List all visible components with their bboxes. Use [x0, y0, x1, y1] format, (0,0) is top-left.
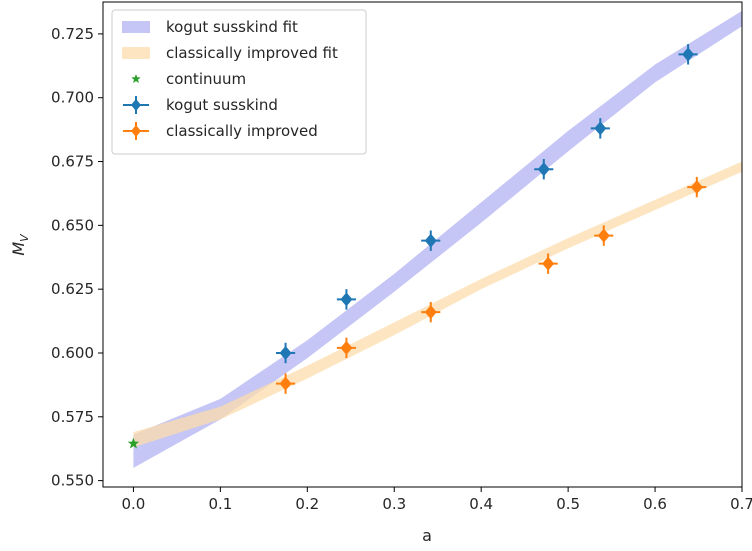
legend-label-3: kogut susskind	[166, 96, 278, 114]
data-point-4-2	[424, 305, 437, 320]
x-tick-label-3: 0.3	[382, 495, 406, 513]
y-tick-label-7: 0.725	[51, 25, 94, 43]
legend-swatch-1	[122, 47, 150, 59]
plot-area	[127, 10, 742, 468]
data-point-4-0	[279, 376, 292, 391]
x-tick-label-2: 0.2	[295, 495, 319, 513]
data-point-4-4	[597, 228, 610, 243]
y-axis-label-main: M	[9, 242, 28, 256]
data-point-4-1	[340, 340, 353, 355]
data-point-3-2	[424, 233, 437, 248]
data-point-3-1	[340, 292, 353, 307]
legend-swatch-marker-4	[131, 125, 141, 137]
x-axis: 0.0 0.1 0.2 0.3 0.4 0.5 0.6 0.7	[121, 487, 752, 513]
data-point-4-5	[690, 180, 703, 195]
y-tick-label-3: 0.625	[51, 280, 94, 298]
plot-marks	[127, 10, 742, 468]
axes-frame	[102, 1, 743, 488]
legend-swatch-marker-3	[131, 99, 141, 111]
y-tick-label-0: 0.550	[51, 472, 94, 490]
y-axis-label: MV	[9, 233, 31, 256]
x-tick-label-7: 0.7	[730, 495, 752, 513]
y-tick-label-4: 0.650	[51, 216, 94, 234]
y-tick-label-1: 0.575	[51, 408, 94, 426]
data-point-3-3	[537, 162, 550, 177]
x-tick-label-4: 0.4	[469, 495, 493, 513]
x-tick-label-6: 0.6	[643, 495, 667, 513]
data-point-4-3	[542, 256, 555, 271]
legend-label-2: continuum	[166, 70, 246, 88]
x-axis-label: a	[422, 526, 432, 545]
legend-label-4: classically improved	[166, 122, 318, 140]
fit-band-1	[133, 161, 742, 448]
y-tick-label-6: 0.700	[51, 89, 94, 107]
legend-label-0: kogut susskind fit	[166, 18, 298, 36]
data-point-3-4	[594, 121, 607, 136]
continuum-point-0	[127, 437, 140, 449]
x-tick-label-5: 0.5	[556, 495, 580, 513]
legend-label-1: classically improved fit	[166, 44, 338, 62]
fit-band-0	[133, 10, 742, 468]
data-point-3-5	[682, 47, 695, 62]
legend-swatch-2	[131, 74, 141, 84]
y-tick-label-2: 0.600	[51, 344, 94, 362]
y-axis-label-subscript: V	[18, 233, 31, 242]
y-axis: 0.550 0.575 0.600 0.625 0.650 0.675 0.700 0.725	[51, 25, 103, 490]
legend-box	[111, 9, 367, 155]
x-tick-label-0: 0.0	[121, 495, 145, 513]
x-tick-label-1: 0.1	[208, 495, 232, 513]
data-point-3-0	[279, 345, 292, 360]
legend-swatch-0	[122, 21, 150, 33]
legend: kogut susskind fit classically improved f…	[111, 9, 367, 155]
y-tick-label-5: 0.675	[51, 153, 94, 171]
